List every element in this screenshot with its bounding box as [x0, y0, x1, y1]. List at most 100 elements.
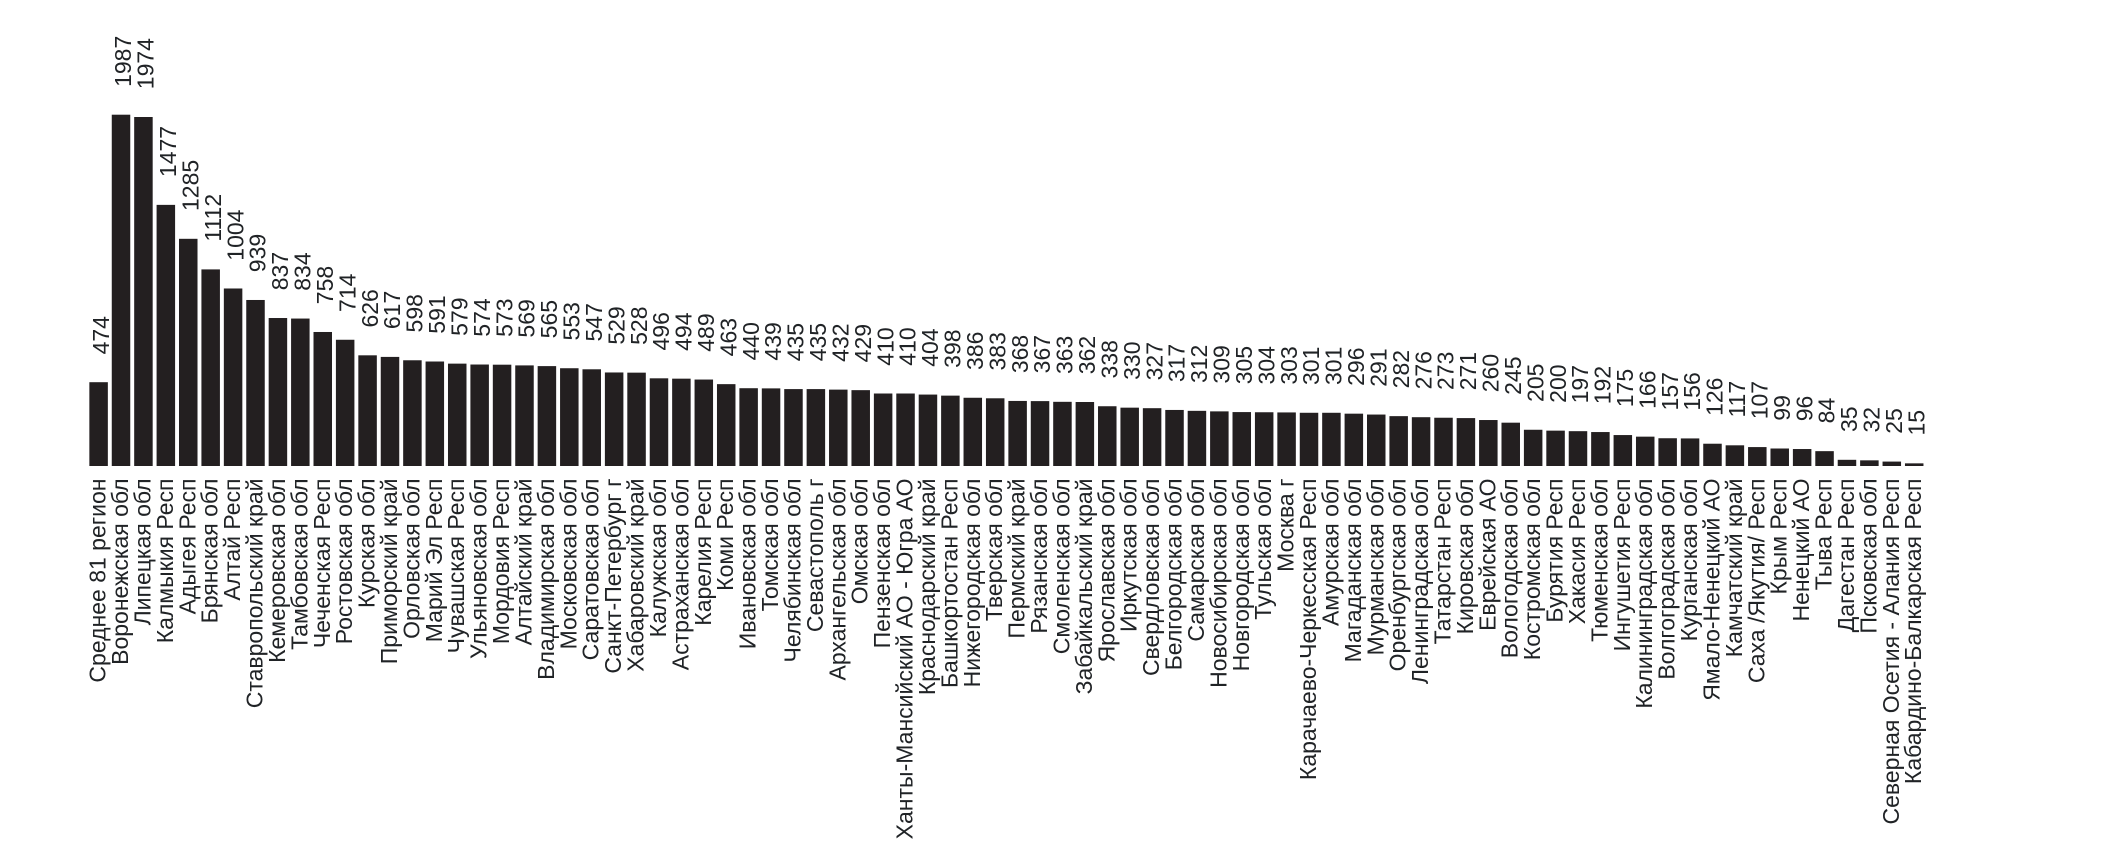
svg-text:Алтай Респ: Алтай Респ — [219, 479, 245, 601]
svg-text:99: 99 — [1769, 395, 1795, 421]
svg-text:Саха /Якутия/ Респ: Саха /Якутия/ Респ — [1743, 479, 1769, 684]
svg-text:547: 547 — [581, 303, 607, 341]
svg-text:474: 474 — [88, 316, 114, 355]
svg-text:156: 156 — [1679, 372, 1705, 410]
svg-text:245: 245 — [1500, 357, 1526, 395]
svg-text:404: 404 — [917, 328, 943, 367]
svg-text:1477: 1477 — [155, 126, 181, 177]
svg-text:574: 574 — [469, 298, 495, 337]
svg-text:Ненецкий АО: Ненецкий АО — [1788, 479, 1814, 622]
svg-text:435: 435 — [805, 323, 831, 361]
svg-text:Курганская обл: Курганская обл — [1676, 479, 1702, 642]
svg-text:Севастополь г: Севастополь г — [802, 479, 828, 633]
svg-text:Ульяновская обл: Ульяновская обл — [466, 479, 492, 659]
svg-text:Архангельская обл: Архангельская обл — [824, 479, 850, 681]
svg-text:Тверская обл: Тверская обл — [981, 478, 1007, 621]
svg-text:Северная Осетия - Алания Респ: Северная Осетия - Алания Респ — [1878, 479, 1904, 825]
svg-text:939: 939 — [245, 234, 271, 272]
svg-text:15: 15 — [1903, 410, 1929, 436]
svg-text:Вологодская обл: Вологодская обл — [1497, 479, 1523, 659]
svg-text:Чувашская Респ: Чувашская Респ — [443, 479, 469, 654]
svg-text:598: 598 — [402, 294, 428, 332]
svg-text:1285: 1285 — [177, 160, 203, 211]
svg-text:591: 591 — [424, 295, 450, 333]
svg-text:579: 579 — [446, 297, 472, 335]
svg-text:117: 117 — [1724, 381, 1750, 418]
svg-text:Бурятия Респ: Бурятия Респ — [1542, 479, 1568, 623]
svg-text:383: 383 — [984, 332, 1010, 370]
svg-text:Татарстан Респ: Татарстан Респ — [1430, 479, 1456, 645]
svg-text:Марий Эл Респ: Марий Эл Респ — [421, 479, 447, 643]
svg-text:440: 440 — [738, 322, 764, 360]
svg-text:Саратовская обл: Саратовская обл — [578, 479, 604, 661]
svg-text:1004: 1004 — [222, 209, 248, 260]
svg-text:276: 276 — [1410, 351, 1436, 389]
svg-text:Рязанская обл: Рязанская обл — [1026, 479, 1052, 634]
svg-text:Кабардино-Балкарская Респ: Кабардино-Балкарская Респ — [1900, 479, 1926, 785]
svg-text:Владимирская обл: Владимирская обл — [533, 479, 559, 680]
svg-text:Ямало-Ненецкий АО: Ямало-Ненецкий АО — [1698, 479, 1724, 701]
svg-text:Калмыкия Респ: Калмыкия Респ — [152, 479, 178, 644]
svg-text:157: 157 — [1657, 372, 1683, 410]
svg-text:837: 837 — [267, 252, 293, 290]
svg-text:Хакасия Респ: Хакасия Респ — [1564, 479, 1590, 625]
svg-text:35: 35 — [1836, 406, 1862, 432]
svg-text:303: 303 — [1276, 346, 1302, 384]
svg-text:429: 429 — [850, 324, 876, 362]
svg-text:Тульская обл: Тульская обл — [1250, 479, 1276, 620]
svg-text:Калужская обл: Калужская обл — [645, 479, 671, 638]
svg-text:Липецкая обл: Липецкая обл — [129, 479, 155, 626]
svg-text:Мурманская обл: Мурманская обл — [1362, 479, 1388, 656]
svg-text:Белгородская обл: Белгородская обл — [1161, 479, 1187, 671]
svg-text:565: 565 — [536, 300, 562, 338]
svg-text:107: 107 — [1747, 381, 1773, 419]
svg-text:Дагестан Респ: Дагестан Респ — [1833, 479, 1859, 633]
svg-text:362: 362 — [1074, 336, 1100, 374]
svg-text:573: 573 — [491, 299, 517, 337]
svg-text:Крым Респ: Крым Респ — [1766, 479, 1792, 595]
svg-text:Свердловская обл: Свердловская обл — [1138, 479, 1164, 677]
svg-text:Кемеровская обл: Кемеровская обл — [264, 479, 290, 663]
svg-text:Астраханская обл: Астраханская обл — [667, 479, 693, 671]
svg-text:301: 301 — [1321, 347, 1347, 385]
svg-text:1112: 1112 — [200, 194, 226, 242]
svg-text:197: 197 — [1567, 365, 1593, 403]
svg-text:Москва г: Москва г — [1273, 479, 1299, 572]
svg-text:1987: 1987 — [110, 36, 136, 87]
svg-text:439: 439 — [760, 322, 786, 360]
svg-text:126: 126 — [1702, 378, 1728, 416]
svg-text:367: 367 — [1029, 335, 1055, 373]
svg-text:271: 271 — [1455, 352, 1481, 390]
svg-text:368: 368 — [1007, 335, 1033, 373]
svg-text:Ингушетия Респ: Ингушетия Респ — [1609, 479, 1635, 652]
svg-text:Санкт-Петербург г: Санкт-Петербург г — [600, 479, 626, 674]
svg-text:Омская обл: Омская обл — [847, 479, 873, 605]
svg-text:338: 338 — [1096, 340, 1122, 378]
svg-text:Хабаровский край: Хабаровский край — [623, 479, 649, 672]
svg-text:494: 494 — [671, 312, 697, 351]
svg-text:Коми Респ: Коми Респ — [712, 479, 738, 591]
svg-text:317: 317 — [1164, 344, 1190, 382]
svg-text:Калининградская обл: Калининградская обл — [1631, 479, 1657, 709]
svg-text:291: 291 — [1365, 348, 1391, 386]
svg-text:Башкортостан Респ: Башкортостан Респ — [936, 479, 962, 689]
svg-text:Ростовская обл: Ростовская обл — [331, 479, 357, 645]
svg-text:Тамбовская обл: Тамбовская обл — [286, 479, 312, 650]
svg-text:Чеченская Респ: Чеченская Респ — [309, 479, 335, 649]
svg-text:410: 410 — [872, 327, 898, 365]
svg-text:528: 528 — [626, 306, 652, 344]
svg-text:410: 410 — [895, 327, 921, 365]
svg-text:282: 282 — [1388, 350, 1414, 388]
svg-text:273: 273 — [1433, 352, 1459, 390]
svg-text:Карачаево-Черкесская Респ: Карачаево-Черкесская Респ — [1295, 479, 1321, 781]
svg-text:Карелия Респ: Карелия Респ — [690, 479, 716, 626]
svg-text:758: 758 — [312, 266, 338, 304]
svg-text:Мордовия Респ: Мордовия Респ — [488, 479, 514, 645]
svg-text:Смоленская обл: Смоленская обл — [1048, 479, 1074, 655]
svg-text:301: 301 — [1298, 347, 1324, 385]
svg-text:714: 714 — [334, 273, 360, 312]
svg-text:569: 569 — [514, 299, 540, 337]
svg-text:Ленинградская обл: Ленинградская обл — [1407, 479, 1433, 685]
svg-text:Тыва Респ: Тыва Респ — [1811, 479, 1837, 591]
svg-text:834: 834 — [290, 252, 316, 291]
